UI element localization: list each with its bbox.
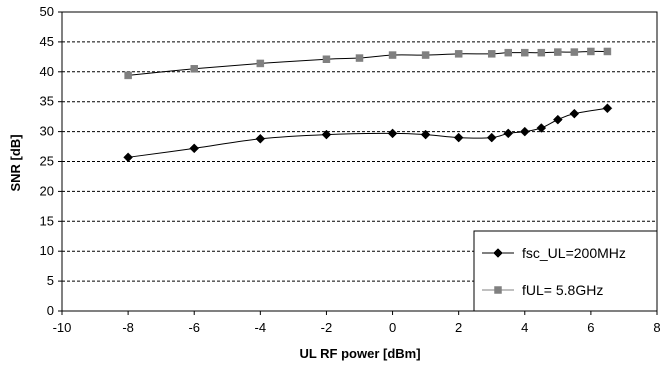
y-tick-label: 15: [40, 213, 54, 228]
legend-label: fUL= 5.8GHz: [522, 282, 603, 298]
legend-label: fsc_UL=200MHz: [522, 245, 626, 261]
y-tick-label: 0: [47, 303, 54, 318]
y-tick-label: 20: [40, 183, 54, 198]
y-tick-label: 40: [40, 64, 54, 79]
data-point: [603, 104, 612, 113]
y-axis-title: SNR [dB]: [8, 134, 23, 191]
data-point: [422, 52, 429, 59]
x-axis-title: UL RF power [dBm]: [299, 346, 420, 361]
y-tick-label: 30: [40, 124, 54, 139]
series-group: [124, 48, 612, 162]
x-tick-label: 6: [587, 320, 594, 335]
x-tick-label: 8: [653, 320, 660, 335]
x-tick-label: 0: [389, 320, 396, 335]
data-point: [604, 48, 611, 55]
data-point: [124, 153, 133, 162]
x-tick-label: -6: [188, 320, 200, 335]
x-tick-label: -8: [122, 320, 134, 335]
data-point: [454, 133, 463, 142]
data-point: [257, 60, 264, 67]
data-point: [487, 133, 496, 142]
data-point: [488, 50, 495, 57]
data-point: [520, 127, 529, 136]
x-tick-label: 2: [455, 320, 462, 335]
series-line: [128, 108, 607, 157]
data-point: [505, 49, 512, 56]
data-point: [190, 144, 199, 153]
data-point: [521, 49, 528, 56]
data-point: [571, 49, 578, 56]
x-tick-label: 4: [521, 320, 528, 335]
data-point: [587, 48, 594, 55]
x-tick-label: -4: [255, 320, 267, 335]
y-tick-label: 5: [47, 273, 54, 288]
y-tick-label: 45: [40, 34, 54, 49]
series-2: [125, 48, 611, 79]
data-point: [389, 52, 396, 59]
data-point: [356, 55, 363, 62]
y-tick-label: 50: [40, 4, 54, 19]
legend-marker: [495, 287, 502, 294]
data-point: [256, 134, 265, 143]
y-tick-label: 25: [40, 154, 54, 169]
y-tick-label: 35: [40, 94, 54, 109]
y-tick-label: 10: [40, 243, 54, 258]
data-point: [553, 115, 562, 124]
data-point: [455, 50, 462, 57]
data-point: [191, 65, 198, 72]
data-point: [538, 49, 545, 56]
data-point: [554, 49, 561, 56]
x-tick-label: -2: [321, 320, 333, 335]
x-tick-label: -10: [53, 320, 72, 335]
data-point: [388, 129, 397, 138]
series-1: [124, 104, 612, 162]
data-point: [504, 129, 513, 138]
legend-box: [474, 231, 657, 311]
data-point: [323, 56, 330, 63]
data-point: [125, 72, 132, 79]
data-point: [570, 109, 579, 118]
legend: fsc_UL=200MHz fUL= 5.8GHz: [474, 231, 657, 311]
